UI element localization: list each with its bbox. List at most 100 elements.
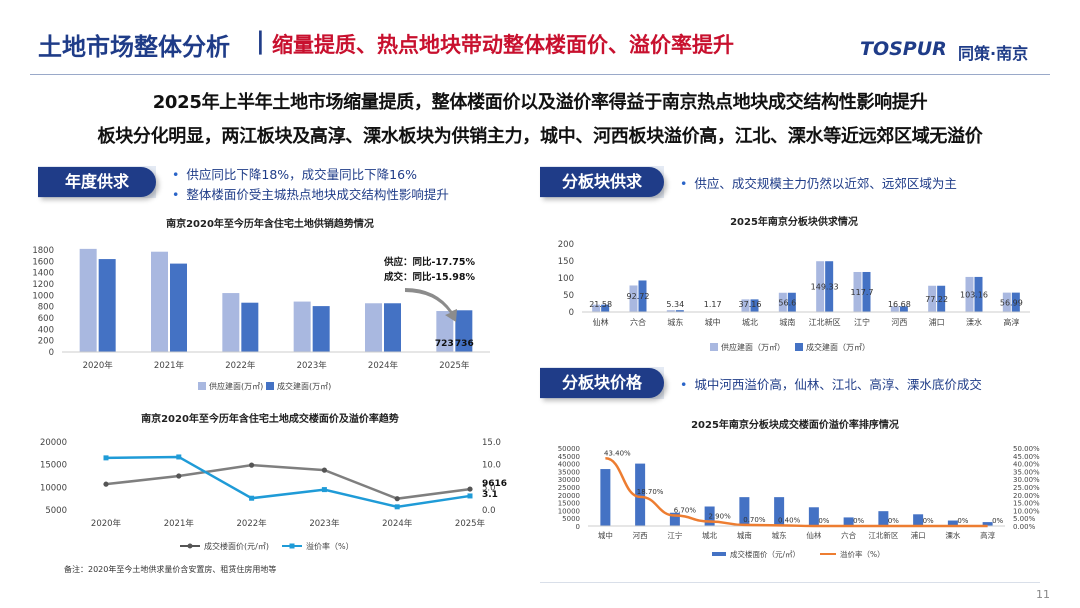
x-tick-label: 高淳 [1003,317,1019,327]
legend-marker-price [187,543,193,549]
bar-price [669,512,680,526]
headline-1: 2025年上半年土地市场缩量提质，整体楼面价以及溢价率得益于南京热点地块成交结构… [152,92,928,113]
data-label: 0% [888,517,899,525]
footer-divider [540,582,1040,583]
x-tick-label: 2022年 [225,360,256,371]
bar-deal [750,299,759,312]
x-tick-label: 高淳 [980,530,995,540]
legend-label: 成交楼面价(元/㎡) [204,541,269,551]
x-tick-label: 城中 [598,530,613,540]
bar-deal [98,259,116,352]
data-label: 0.70% [743,516,766,524]
bar-price [739,497,750,526]
company-logo: TOSPUR [860,38,947,60]
data-label: 0.40% [778,516,801,524]
y-tick-label-right: 15.0 [482,438,501,448]
y-tick-label: 150 [558,257,574,267]
bar-supply [79,248,97,352]
data-label: 2.90% [709,512,732,520]
legend-label: 供应建面（万㎡） [721,342,785,352]
y-tick-label-right: 15.00% [1013,500,1040,508]
x-tick-label: 江宁 [667,530,682,540]
data-label: 6.70% [674,507,697,515]
x-tick-label: 城北 [742,318,758,327]
data-label: 16.68 [888,300,911,309]
x-tick-label: 2020年 [83,360,114,371]
bar-deal [825,261,834,312]
legend-label: 成交建面（万㎡） [806,342,870,352]
data-label: 77.22 [925,295,948,304]
bar-deal [384,303,401,352]
x-tick-label: 2023年 [297,360,328,371]
bar-price [600,469,611,526]
y-tick-label: 0 [49,348,54,358]
district-supply-bullet-1: • 供应、成交规模主力仍然以近郊、远郊区域为主 [680,176,957,191]
footnote: 备注：2020年至今土地供求量价含安置房、租赁住房用地等 [64,565,277,574]
x-tick-label: 江宁 [854,317,870,327]
y-tick-label: 1800 [32,246,54,256]
bar-price [774,497,785,526]
headline-2: 板块分化明显，两江板块及高淳、溧水板块为供销主力，城中、河西板块溢价高，江北、溧… [97,126,983,147]
y-tick-label-right: 5.00% [1013,515,1036,523]
bar-deal [899,306,908,312]
x-tick-label: 城南 [779,317,795,327]
bar-supply [436,311,454,352]
bar-supply [293,301,311,352]
x-tick-label: 仙林 [593,317,609,327]
district-supply-chart: 2025年南京分板块供求情况 0 50 100 150 200 21.58 仙林 92.72 六合… [558,215,1030,352]
legend-swatch-deal [795,343,803,351]
legend-label: 供应建面(万㎡) [209,381,263,391]
x-tick-label: 城东 [667,317,683,327]
data-label: 56.99 [1000,298,1023,307]
bar-deal [241,302,259,352]
chart-title: 2025年南京分板块成交楼面价溢价率排序情况 [691,418,899,431]
y-tick-label-left: 0 [576,523,580,531]
x-tick-label: 2020年 [91,518,122,529]
data-label: 9616 [482,479,507,489]
y-tick-label-left: 35000 [558,468,580,476]
y-tick-label-left: 5000 [45,506,67,516]
y-tick-label-left: 5000 [562,515,580,523]
x-tick-label: 城北 [702,531,717,540]
bar-supply [666,310,675,312]
x-tick-label: 城南 [737,530,752,540]
data-label: 3.1 [482,490,498,500]
annotation-deal: 成交：同比-15.98% [384,271,475,283]
y-tick-label: 400 [38,325,54,335]
y-tick-label-left: 40000 [558,461,580,469]
series-line-premium [605,457,988,528]
bar-deal [312,306,330,352]
legend-swatch-deal [266,382,274,390]
series-line-price [105,463,471,500]
bar-price [635,463,646,526]
y-tick-label-right: 0.00% [1013,523,1036,531]
series-point-premium [176,454,182,460]
x-tick-label: 城东 [772,530,787,540]
x-tick-label: 2021年 [164,518,195,529]
data-label: 43.40% [604,449,631,457]
series-point-premium [321,487,327,493]
series-point-price [467,486,473,492]
y-tick-label-right: 30.00% [1013,476,1040,484]
legend-swatch-price [712,552,726,556]
x-tick-label: 2024年 [382,518,413,529]
x-tick-label: 浦口 [911,530,926,540]
x-tick-label: 2022年 [237,518,268,529]
legend-label: 溢价率（%） [840,549,885,559]
bar-supply [592,304,601,312]
x-tick-label: 河西 [633,531,648,540]
y-tick-label: 1200 [32,280,54,290]
bar-deal [455,310,473,352]
series-point-premium [103,455,109,461]
chart-title: 南京2020年至今历年含住宅土地成交楼面价及溢价率趋势 [141,412,399,425]
bar-price [982,522,993,526]
x-tick-label: 江北新区 [868,530,898,540]
data-label: 103.16 [960,290,988,299]
series-point-premium [249,495,255,501]
bar-deal [638,280,647,312]
x-tick-label: 2024年 [368,360,399,371]
data-label: 0% [957,517,968,525]
data-label: 37.16 [739,300,762,309]
y-tick-label: 1600 [32,257,54,267]
data-label: 0% [923,517,934,525]
